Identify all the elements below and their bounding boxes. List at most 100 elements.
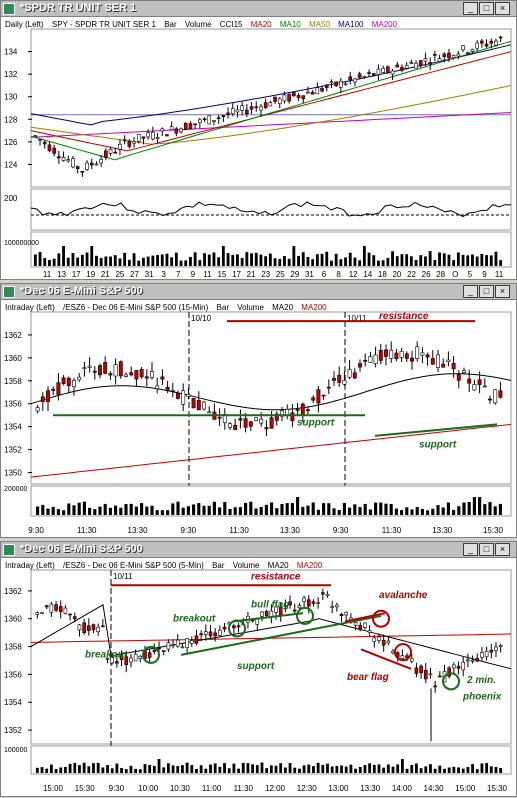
es15-candle [77,376,82,381]
volume-bar [386,257,390,266]
volume-bar [499,768,503,773]
volume-bar [405,254,409,266]
legend-item: Bar [164,20,177,29]
spy-candle [306,91,310,94]
x-tick-label: 17 [232,270,241,279]
volume-bar [49,764,53,773]
window-title: *Dec 06 E-Mini S&P 500 [20,285,143,297]
es5-candle [423,670,428,680]
volume-bar [344,257,347,266]
volume-bar [493,506,497,515]
title-bar[interactable]: *Dec 06 E-Mini S&P 500 _ □ × [1,284,516,300]
close-button[interactable]: × [495,2,510,15]
volume-bar [250,253,253,266]
es5-candle [358,624,363,631]
volume-bar [457,767,460,773]
ma50-line [30,84,512,145]
volume-bar [441,507,445,515]
support-label: support [237,661,275,672]
x-tick-label: 11:30 [77,526,97,535]
es5-candle [147,652,152,658]
spy-candle [169,126,174,130]
spy-candle [451,55,456,58]
close-button[interactable]: × [495,285,510,298]
volume-bar [498,503,502,515]
es5-candle [180,646,185,649]
es5-candle [204,631,208,635]
x-tick-label: 31 [145,270,154,279]
es5-candle [292,609,297,612]
y-tick-label: 1354 [4,698,22,707]
legend-item: Bar [216,303,229,312]
volume-bar [45,768,49,773]
close-button[interactable]: × [495,543,510,556]
volume-bar [233,507,237,515]
volume-bar [494,767,498,773]
spy-candle [418,60,423,67]
volume-bar [499,260,503,266]
volume-bar [466,767,470,773]
maximize-button[interactable]: □ [479,285,494,298]
x-tick-label: 8 [336,270,341,279]
es15-candle [399,350,404,358]
volume-bar [82,501,86,515]
volume-bar [40,767,44,773]
date-label: 10/10 [191,314,212,323]
es15-candle [347,369,352,378]
spy-candle [216,117,221,120]
minimize-button[interactable]: _ [463,285,478,298]
es-5min-chart: 1362 1360 1358 1356 1354 1352 10/11 resistance b… [4,569,512,793]
volume-bar [264,504,268,515]
spy-candle [127,140,132,147]
legend-item: Bar [212,561,225,570]
spy-candle [461,45,465,51]
spy-candle [245,109,249,115]
es15-candle [295,409,300,411]
title-bar[interactable]: *Dec 06 E-Mini S&P 500 _ □ × [1,542,516,558]
minimize-button[interactable]: _ [463,543,478,556]
volume-bar [134,768,138,773]
es15-candle [446,359,451,362]
volume-bar [288,763,292,773]
breakout-label: breakout [173,614,216,625]
spy-candle [221,115,226,117]
volume-bar [400,759,404,773]
volume-bar [377,764,381,773]
volume-bar [62,246,65,266]
es-5min-window: *Dec 06 E-Mini S&P 500 _ □ × Intraday (L… [0,541,517,797]
spy-candle [183,122,188,131]
es15-candle [269,417,274,429]
legend-item: /ESZ6 - Dec 06 E-Mini S&P 500 (15-Min) [63,303,209,312]
volume-bar [301,252,305,266]
spy-candle [99,158,103,164]
x-tick-label: 9 [482,270,487,279]
volume-bar [462,502,466,515]
volume-bar [231,254,235,266]
volume-bar [140,503,144,515]
volume-bar [489,255,493,266]
volume-bar [176,766,180,773]
title-bar[interactable]: *SPDR TR UNIT SER 1 _ □ × [1,1,516,17]
spy-candle [66,159,71,162]
volume-bar [68,763,72,773]
volume-bar [478,497,482,515]
minimize-button[interactable]: _ [463,2,478,15]
volume-bar [382,767,386,773]
volume-bar [438,765,442,773]
x-tick-label: 11:30 [234,784,254,793]
spy-candle [160,128,165,132]
volume-bar [480,253,484,266]
volume-bar [410,765,414,773]
es15-candle [40,396,45,402]
volume-bar [264,256,268,266]
maximize-button[interactable]: □ [479,2,494,15]
spy-candle [339,81,343,88]
spy-candle [371,73,376,77]
chart-window-icon [3,544,15,556]
volume-bar [59,767,63,773]
volume-bar [120,767,123,773]
volume-bar [181,765,184,773]
volume-bar [108,507,112,515]
maximize-button[interactable]: □ [479,543,494,556]
date-label: 10/11 [113,572,133,581]
